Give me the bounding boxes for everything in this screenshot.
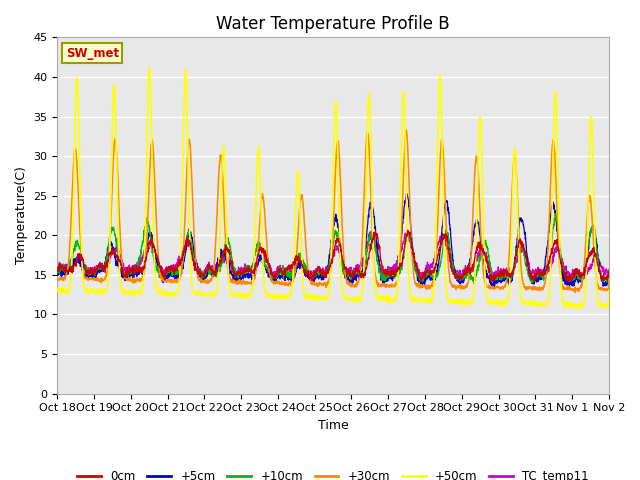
TC_temp11 — [207, 264, 215, 270]
+5cm — [207, 270, 215, 276]
+30cm — [572, 289, 579, 295]
+5cm — [556, 261, 564, 266]
+50cm — [605, 288, 612, 294]
+10cm — [207, 269, 215, 275]
Line: +5cm: +5cm — [58, 194, 609, 288]
0cm — [605, 269, 612, 275]
0cm — [566, 279, 573, 285]
TC_temp11 — [580, 276, 588, 281]
+50cm — [556, 268, 564, 274]
Line: TC_temp11: TC_temp11 — [58, 232, 609, 278]
TC_temp11 — [361, 251, 369, 256]
+50cm — [572, 303, 579, 309]
0cm — [349, 273, 356, 278]
+10cm — [493, 276, 501, 282]
TC_temp11 — [572, 267, 579, 273]
TC_temp11 — [349, 270, 356, 276]
+5cm — [493, 277, 501, 283]
+30cm — [361, 169, 369, 175]
+5cm — [54, 272, 61, 278]
0cm — [493, 273, 501, 278]
+5cm — [349, 280, 356, 286]
Line: 0cm: 0cm — [58, 230, 609, 282]
+50cm — [54, 288, 61, 294]
+10cm — [470, 281, 478, 287]
+50cm — [145, 65, 153, 71]
Line: +50cm: +50cm — [58, 68, 609, 308]
Legend: 0cm, +5cm, +10cm, +30cm, +50cm, TC_temp11: 0cm, +5cm, +10cm, +30cm, +50cm, TC_temp1… — [72, 465, 594, 480]
+5cm — [403, 191, 410, 197]
X-axis label: Time: Time — [317, 419, 349, 432]
0cm — [556, 257, 564, 263]
Text: SW_met: SW_met — [66, 47, 119, 60]
+30cm — [572, 286, 580, 292]
+10cm — [551, 212, 559, 217]
+50cm — [362, 227, 369, 233]
+30cm — [349, 281, 356, 287]
+30cm — [403, 127, 410, 133]
Line: +10cm: +10cm — [58, 215, 609, 284]
TC_temp11 — [366, 229, 374, 235]
+30cm — [556, 271, 564, 276]
0cm — [404, 227, 412, 233]
0cm — [207, 267, 215, 273]
+10cm — [54, 268, 61, 274]
+5cm — [566, 286, 573, 291]
+5cm — [572, 276, 580, 282]
+50cm — [573, 305, 581, 311]
TC_temp11 — [493, 268, 501, 274]
TC_temp11 — [54, 270, 61, 276]
Title: Water Temperature Profile B: Water Temperature Profile B — [216, 15, 450, 33]
Y-axis label: Temperature(C): Temperature(C) — [15, 167, 28, 264]
0cm — [54, 269, 61, 275]
+50cm — [493, 300, 501, 305]
TC_temp11 — [605, 269, 612, 275]
+30cm — [207, 276, 215, 282]
+30cm — [605, 276, 612, 282]
+10cm — [605, 266, 612, 272]
+10cm — [349, 275, 356, 280]
0cm — [361, 269, 369, 275]
+10cm — [572, 271, 580, 277]
+30cm — [493, 285, 501, 290]
+10cm — [361, 266, 369, 272]
+30cm — [54, 276, 61, 281]
TC_temp11 — [556, 253, 564, 259]
+50cm — [349, 297, 357, 302]
+50cm — [207, 292, 215, 298]
Line: +30cm: +30cm — [58, 130, 609, 292]
+10cm — [557, 246, 564, 252]
+5cm — [361, 252, 369, 257]
0cm — [572, 269, 580, 275]
+5cm — [605, 270, 612, 276]
